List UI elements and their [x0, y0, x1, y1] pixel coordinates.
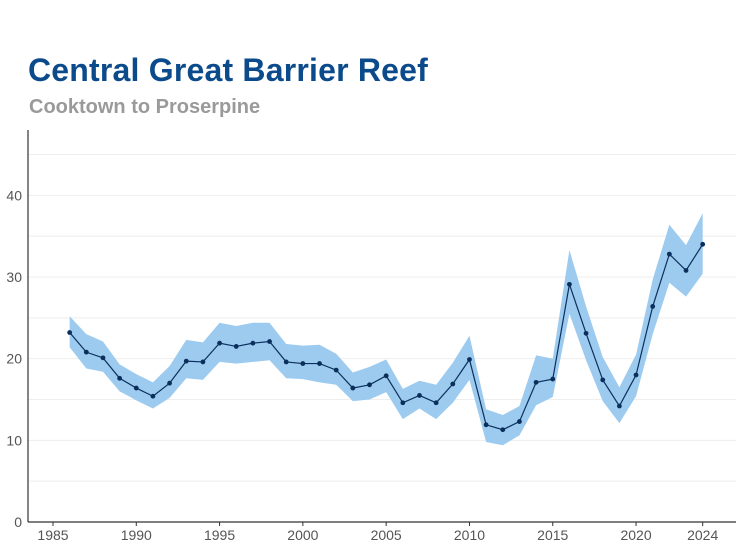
data-point [600, 377, 606, 383]
data-point [333, 367, 339, 373]
data-point [100, 355, 106, 361]
x-tick-label: 2000 [287, 527, 318, 543]
data-point [483, 422, 489, 428]
x-tick-label: 2024 [687, 527, 718, 543]
x-tick-label: 1990 [121, 527, 152, 543]
data-point [83, 349, 89, 355]
data-point [616, 403, 622, 409]
data-point [533, 379, 539, 385]
data-point [200, 359, 206, 365]
data-point [400, 400, 406, 406]
data-point [583, 330, 589, 336]
data-point [633, 372, 639, 378]
y-tick-label: 10 [6, 432, 22, 448]
data-point [350, 385, 356, 391]
data-point [67, 330, 73, 335]
x-tick-label: 1985 [37, 527, 68, 543]
data-point [150, 393, 156, 399]
data-point [283, 359, 289, 365]
data-point [417, 393, 422, 398]
x-tick-label: 2020 [620, 527, 651, 543]
x-tick-label: 2010 [454, 527, 485, 543]
data-point [317, 361, 322, 366]
data-point [650, 304, 656, 309]
data-point [500, 427, 506, 433]
data-point [267, 339, 272, 344]
data-point [683, 268, 689, 273]
data-point [383, 373, 389, 379]
x-tick-label: 2005 [371, 527, 402, 543]
data-point [167, 380, 173, 386]
data-point [433, 400, 439, 406]
data-point [567, 281, 572, 287]
data-point [217, 340, 222, 346]
data-point [450, 381, 456, 387]
chart-subtitle: Cooktown to Proserpine [29, 96, 261, 118]
y-tick-label: 20 [6, 351, 22, 367]
y-tick-label: 0 [14, 514, 22, 530]
data-point [233, 344, 239, 349]
data-point [467, 357, 472, 362]
data-point [250, 340, 256, 346]
data-point [300, 361, 306, 366]
x-tick-label: 1995 [204, 527, 235, 543]
data-point [367, 382, 372, 388]
y-tick-label: 40 [6, 187, 22, 203]
data-point [700, 241, 706, 247]
data-point [133, 385, 139, 391]
y-tick-label: 30 [6, 269, 22, 285]
chart-title: Central Great Barrier Reef [28, 52, 429, 88]
data-point [550, 376, 556, 382]
data-point [117, 375, 123, 381]
data-point [517, 419, 522, 424]
data-point [183, 358, 189, 364]
confidence-band [69, 213, 703, 446]
data-point [666, 251, 672, 257]
x-tick-label: 2015 [537, 527, 568, 543]
